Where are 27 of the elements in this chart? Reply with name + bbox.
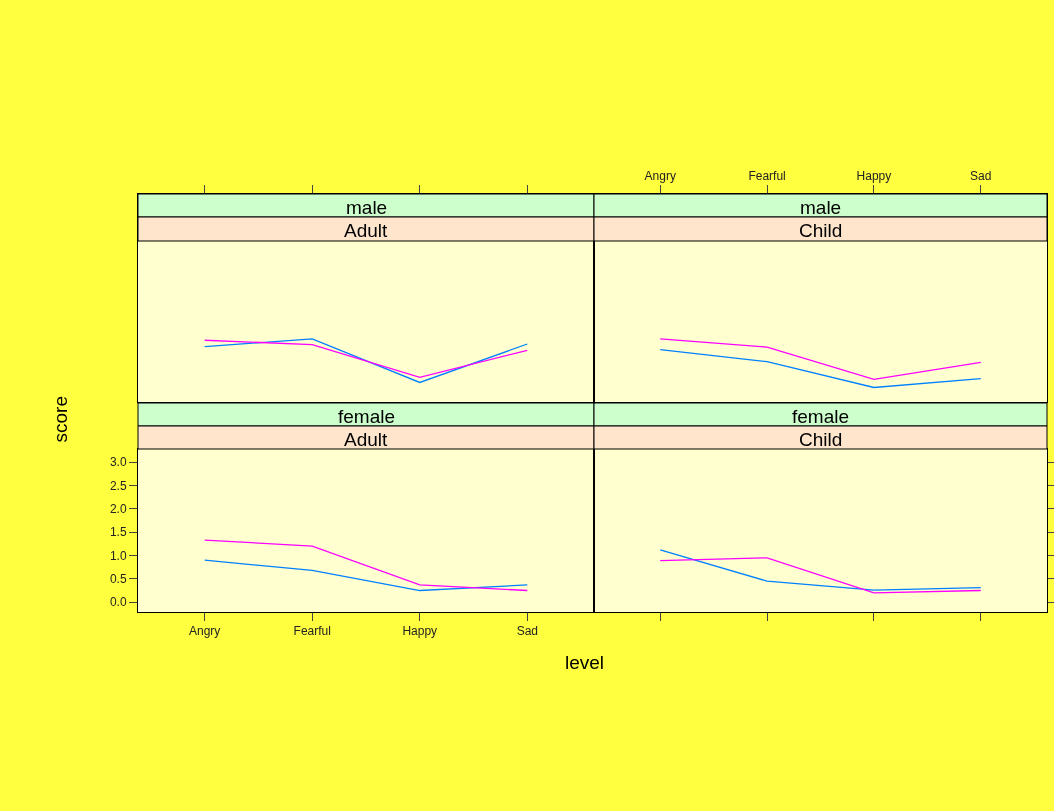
chart-title: female [338, 406, 396, 427]
x-tick-label: Happy [856, 169, 892, 184]
x-tick-label: Fearful [293, 624, 331, 639]
chart-subtitle: Child [799, 429, 843, 450]
line-series [204, 539, 528, 592]
x-tick-label: Angry [189, 624, 221, 639]
y-tick-label: 0.0 [109, 595, 127, 610]
y-tick-label: 0.5 [109, 572, 127, 587]
x-tick-label: Angry [644, 169, 676, 184]
x-axis-title: level [565, 652, 605, 673]
chart-subtitle: Child [799, 220, 843, 241]
x-tick-label: Fearful [748, 169, 786, 184]
chart-title: male [800, 197, 842, 218]
chart-title: female [792, 406, 850, 427]
chart-title: male [346, 197, 388, 218]
x-tick-label: Happy [402, 624, 438, 639]
chart-subtitle: Adult [344, 429, 389, 450]
y-tick-label: 2.5 [109, 478, 127, 493]
y-tick-label: 1.0 [109, 548, 127, 563]
line-series [204, 559, 528, 592]
y-tick-label: 1.5 [109, 525, 127, 540]
y-tick-label: 2.0 [109, 501, 127, 516]
chart-subtitle: Adult [344, 220, 389, 241]
y-tick-label: 3.0 [109, 455, 127, 470]
y-axis-title: score [49, 396, 71, 443]
x-tick-label: Sad [970, 169, 992, 184]
x-tick-label: Sad [516, 624, 538, 639]
